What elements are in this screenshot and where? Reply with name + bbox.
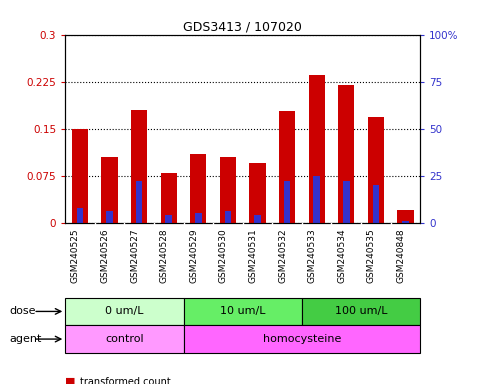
Bar: [106, 212, 113, 223]
Text: GSM240532: GSM240532: [278, 229, 287, 283]
Bar: [136, 181, 142, 223]
Bar: [161, 172, 177, 223]
Text: homocysteine: homocysteine: [263, 334, 341, 344]
Bar: [220, 157, 236, 223]
Bar: [65, 298, 184, 325]
Text: GSM240525: GSM240525: [71, 229, 80, 283]
Text: dose: dose: [10, 306, 36, 316]
Text: GSM240533: GSM240533: [308, 229, 317, 283]
Text: 0 um/L: 0 um/L: [105, 306, 143, 316]
Bar: [284, 181, 290, 223]
Bar: [338, 85, 355, 223]
Bar: [72, 129, 88, 223]
Text: GSM240526: GSM240526: [100, 229, 110, 283]
Bar: [131, 110, 147, 223]
Text: control: control: [105, 334, 143, 344]
Bar: [195, 214, 201, 223]
Bar: [249, 163, 266, 223]
Bar: [254, 215, 261, 223]
Text: GSM240848: GSM240848: [397, 229, 405, 283]
Text: 100 um/L: 100 um/L: [335, 306, 387, 316]
Bar: [166, 215, 172, 223]
Bar: [402, 221, 409, 223]
Bar: [77, 208, 83, 223]
Text: GSM240531: GSM240531: [248, 229, 257, 283]
Text: GSM240534: GSM240534: [337, 229, 346, 283]
Bar: [398, 210, 413, 223]
Bar: [184, 298, 302, 325]
Text: ■: ■: [65, 377, 76, 384]
Bar: [184, 325, 420, 353]
Text: GSM240530: GSM240530: [219, 229, 228, 283]
Bar: [372, 185, 379, 223]
Bar: [368, 118, 384, 223]
Bar: [190, 154, 206, 223]
Text: GSM240528: GSM240528: [160, 229, 169, 283]
Bar: [309, 75, 325, 223]
Bar: [343, 181, 350, 223]
Bar: [101, 157, 118, 223]
Bar: [225, 212, 231, 223]
Text: GSM240529: GSM240529: [189, 229, 199, 283]
Bar: [302, 298, 420, 325]
Bar: [65, 325, 184, 353]
Text: 10 um/L: 10 um/L: [220, 306, 266, 316]
Text: transformed count: transformed count: [80, 377, 170, 384]
Text: GSM240527: GSM240527: [130, 229, 139, 283]
Title: GDS3413 / 107020: GDS3413 / 107020: [183, 20, 302, 33]
Bar: [313, 176, 320, 223]
Bar: [279, 111, 295, 223]
Text: agent: agent: [10, 334, 42, 344]
Text: GSM240535: GSM240535: [367, 229, 376, 283]
